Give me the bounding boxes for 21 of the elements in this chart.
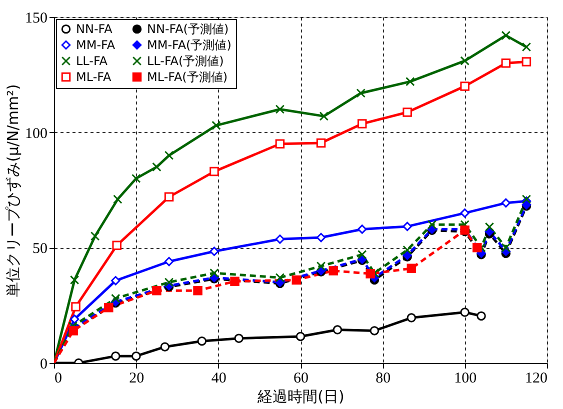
y-tick-label: 50	[32, 241, 48, 258]
y-tick-label: 100	[25, 126, 48, 142]
legend-label: ML-FA	[76, 70, 112, 84]
x-tick-label: 0	[54, 370, 62, 386]
x-tick-label: 20	[129, 370, 144, 386]
legend-label: NN-FA	[76, 22, 114, 36]
x-tick-label: 100	[454, 370, 477, 386]
legend-label: MM-FA(予測値)	[147, 38, 232, 52]
x-tick-label: 60	[294, 370, 308, 386]
legend-label: MM-FA	[76, 38, 116, 52]
y-axis-title: 単位クリープひずみ(μ/N/mm²)	[4, 84, 22, 297]
x-tick-label: 120	[525, 370, 548, 386]
legend-label: LL-FA	[76, 54, 108, 68]
legend-label: NN-FA(予測値)	[147, 22, 229, 36]
y-tick-label: 150	[25, 10, 48, 26]
x-tick-label: 80	[376, 370, 391, 386]
legend-label: ML-FA(予測値)	[147, 70, 228, 84]
x-axis-title: 経過時間(日)	[256, 388, 344, 406]
y-tick-label: 0	[40, 356, 48, 372]
x-tick-label: 40	[211, 370, 226, 386]
legend-label: LL-FA(予測値)	[147, 54, 224, 68]
